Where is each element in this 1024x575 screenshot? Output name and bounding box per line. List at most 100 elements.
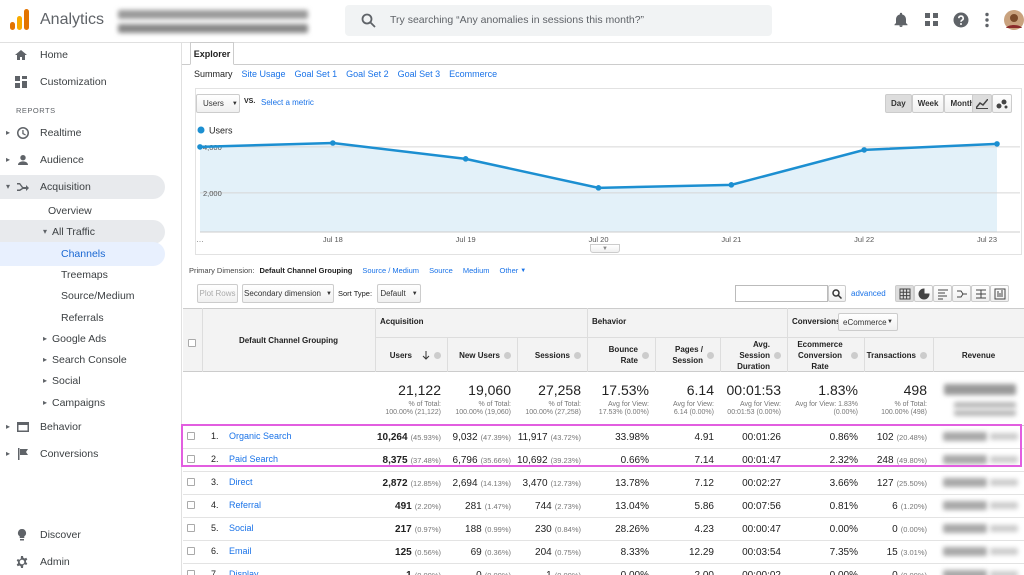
nav-icon-shape (17, 127, 29, 139)
chart-resize-handle[interactable]: ▼ (590, 244, 620, 253)
apps-icon[interactable] (925, 13, 939, 27)
nav-item[interactable]: Channels (0, 241, 165, 266)
dimension-option[interactable]: Other (499, 266, 519, 275)
view-button[interactable] (933, 285, 952, 302)
search-box[interactable]: Try searching “Any anomalies in sessions… (345, 5, 772, 36)
logo[interactable] (10, 9, 30, 31)
select-all-checkbox[interactable] (188, 339, 196, 347)
dimension-option[interactable]: Medium (462, 266, 490, 275)
nav-item[interactable]: Customization (0, 70, 165, 94)
subtab[interactable]: Ecommerce (449, 69, 498, 79)
nav-item[interactable]: Search Console ▸ (0, 348, 165, 372)
row-checkbox[interactable] (187, 432, 195, 440)
nav-item[interactable]: Audience ▸ (0, 148, 165, 172)
secondary-dimension-select[interactable]: Secondary dimension ▼ (242, 284, 334, 303)
account-name-blurred[interactable] (118, 10, 308, 19)
help-icon[interactable] (953, 12, 969, 28)
channel-name[interactable]: Display (229, 569, 259, 575)
subtab[interactable]: Goal Set 1 (294, 69, 338, 79)
dimension-option[interactable]: Source (429, 266, 453, 275)
channel-name[interactable]: Referral (229, 500, 262, 510)
cell-value: 0.00% (829, 569, 858, 575)
motion-chart-button[interactable] (992, 94, 1012, 113)
nav-item[interactable]: Campaigns ▸ (0, 391, 165, 415)
column-header[interactable]: Transactions (864, 338, 933, 372)
expand-arrow: ▸ (6, 421, 11, 431)
cell-value: 125 (395, 546, 412, 558)
nav-icon-shape (15, 76, 27, 88)
column-header[interactable]: Bounce Rate (587, 338, 655, 372)
subtab[interactable]: Goal Set 3 (397, 69, 441, 79)
cell-value: 230 (535, 523, 552, 535)
nav-item[interactable]: Treemaps (0, 263, 165, 287)
column-header[interactable]: Sessions (517, 338, 587, 372)
sort-type-select[interactable]: Default ▼ (377, 284, 421, 303)
nav-item[interactable]: Admin (0, 550, 165, 574)
view-button[interactable] (895, 285, 914, 302)
plot-rows-button[interactable]: Plot Rows (197, 284, 238, 303)
row-checkbox[interactable] (187, 478, 195, 486)
channel-name[interactable]: Email (229, 546, 252, 556)
view-icon (994, 288, 1005, 299)
table-cell: 0 (0.00%) (447, 564, 517, 575)
column-header[interactable]: New Users (447, 338, 517, 372)
line-chart-icon (976, 98, 988, 109)
explorer-tab[interactable]: Explorer (190, 42, 234, 65)
chart-panel (195, 88, 1022, 255)
nav-item[interactable]: Google Ads ▸ (0, 327, 165, 351)
conversions-selector[interactable]: eCommerce ▼ (838, 313, 898, 331)
total-note: % of Total: (408, 400, 441, 408)
column-header[interactable]: Avg. Session Duration (720, 338, 787, 372)
row-checkbox[interactable] (187, 524, 195, 532)
nav-item[interactable]: Realtime ▸ (0, 121, 165, 145)
period-button[interactable]: Day (885, 94, 912, 113)
notifications-icon[interactable] (893, 12, 909, 28)
view-button[interactable] (971, 285, 990, 302)
revenue-blurred (943, 478, 987, 487)
table-search-input[interactable] (735, 285, 828, 302)
total-value: 19,060 (468, 382, 511, 398)
nav-item[interactable]: Home (0, 43, 165, 67)
subtab[interactable]: Goal Set 2 (346, 69, 389, 79)
column-header[interactable]: Pages / Session (655, 338, 720, 372)
row-checkbox[interactable] (187, 547, 195, 555)
metric-select[interactable]: Users ▼ (196, 94, 240, 113)
help-icon (434, 351, 441, 359)
property-name-blurred[interactable] (118, 24, 308, 33)
row-checkbox[interactable] (187, 570, 195, 575)
channel-name[interactable]: Social (229, 523, 254, 533)
dimension-option[interactable]: Source / Medium (362, 266, 420, 275)
row-checkbox[interactable] (187, 455, 195, 463)
column-header[interactable]: Ecommerce Conversion Rate (787, 338, 864, 372)
nav-item[interactable]: All Traffic ▾ (0, 220, 165, 245)
more-icon[interactable] (984, 12, 990, 28)
channel-name[interactable]: Direct (229, 477, 253, 487)
column-header[interactable]: Users (375, 338, 447, 372)
total-revenue-blurred (944, 384, 1016, 395)
period-button[interactable]: Week (911, 94, 945, 113)
avatar[interactable] (1004, 10, 1024, 30)
nav-item[interactable]: Overview (0, 199, 165, 223)
view-button[interactable] (990, 285, 1009, 302)
table-search-button[interactable] (828, 285, 846, 302)
nav-item[interactable]: Social ▸ (0, 369, 165, 393)
nav-item[interactable]: Source/Medium (0, 284, 165, 308)
column-header[interactable]: Revenue (933, 338, 1024, 372)
line-chart-button[interactable] (972, 94, 992, 113)
subtab[interactable]: Summary (194, 69, 233, 79)
view-button[interactable] (914, 285, 933, 302)
view-button[interactable] (952, 285, 971, 302)
advanced-link[interactable]: advanced (851, 289, 886, 298)
nav-item[interactable]: Discover (0, 523, 165, 547)
nav-item[interactable]: Conversions ▸ (0, 442, 165, 466)
select-metric-link[interactable]: Select a metric (261, 98, 314, 107)
row-checkbox[interactable] (187, 501, 195, 509)
group-header: Conversions (792, 317, 841, 326)
nav-item[interactable]: Referrals (0, 306, 165, 330)
dropdown-arrow: ▼ (887, 319, 893, 325)
channel-name[interactable]: Organic Search (229, 431, 292, 441)
channel-name[interactable]: Paid Search (229, 454, 279, 464)
subtab[interactable]: Site Usage (241, 69, 286, 79)
nav-item[interactable]: Behavior ▸ (0, 415, 165, 439)
